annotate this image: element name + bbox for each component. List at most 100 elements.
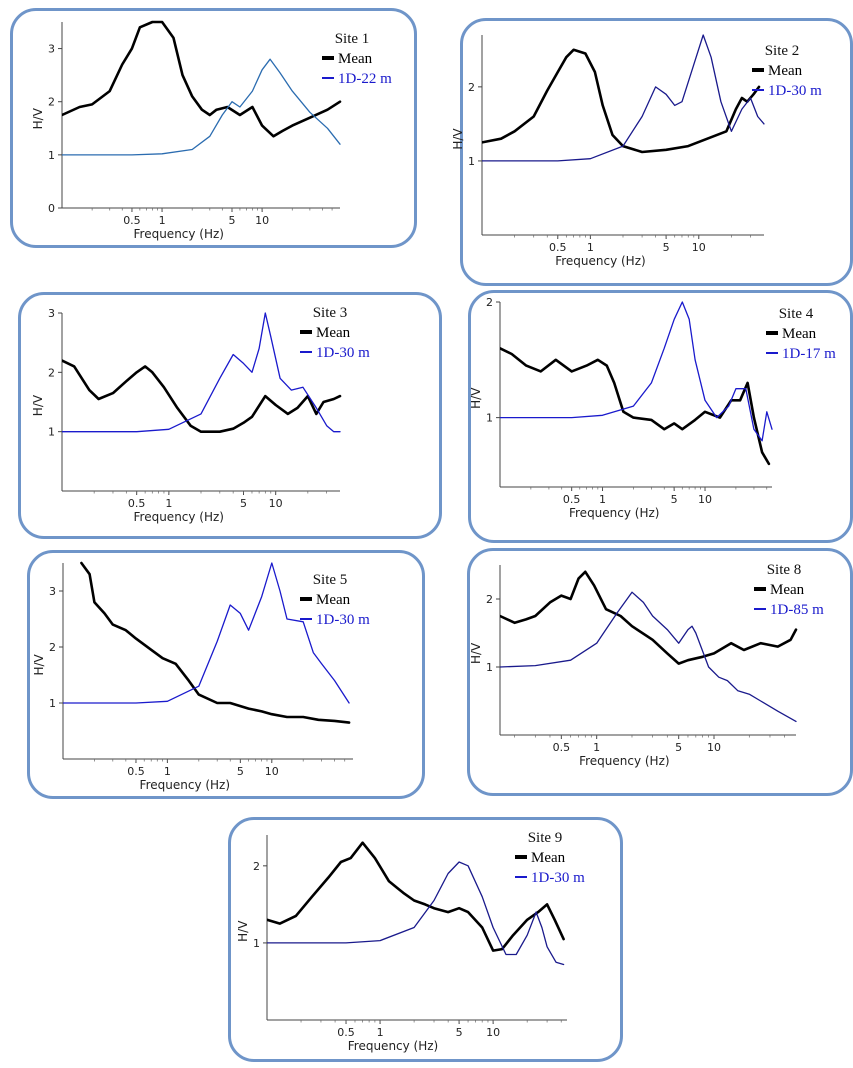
legend-entry: 1D-22 m bbox=[338, 71, 392, 87]
y-axis-title: H/V bbox=[32, 653, 46, 675]
series-mean-line bbox=[80, 561, 351, 724]
x-tick-label: 10 bbox=[265, 765, 279, 778]
y-axis-title: H/V bbox=[236, 920, 250, 942]
legend-entry: Mean bbox=[316, 325, 351, 341]
legend-entry: Mean bbox=[770, 582, 805, 598]
panel-site-4 bbox=[468, 290, 853, 543]
x-tick-label: 0.5 bbox=[127, 765, 145, 778]
y-tick-label: 1 bbox=[253, 937, 260, 950]
x-tick-label: 5 bbox=[240, 497, 247, 510]
x-tick-label: 0.5 bbox=[337, 1026, 355, 1039]
x-tick-label: 10 bbox=[269, 497, 283, 510]
x-tick-label: 1 bbox=[593, 741, 600, 754]
x-tick-label: 1 bbox=[159, 214, 166, 227]
x-tick-label: 5 bbox=[663, 241, 670, 254]
legend-entry: Mean bbox=[338, 51, 373, 67]
y-tick-label: 1 bbox=[48, 149, 55, 162]
x-tick-label: 10 bbox=[707, 741, 721, 754]
legend-entry: Mean bbox=[768, 63, 803, 79]
y-tick-label: 3 bbox=[49, 585, 56, 598]
site-label: Site 5 bbox=[313, 572, 348, 588]
legend-entry: 1D-30 m bbox=[768, 83, 822, 99]
series-1d-model-line bbox=[62, 58, 341, 156]
x-tick-label: 10 bbox=[486, 1026, 500, 1039]
site-label: Site 8 bbox=[767, 562, 802, 578]
x-tick-label: 0.5 bbox=[563, 493, 581, 506]
legend-entry: Mean bbox=[531, 850, 566, 866]
x-tick-label: 0.5 bbox=[549, 241, 567, 254]
series-1d-model-line bbox=[500, 301, 773, 442]
series-1d-model-line bbox=[63, 562, 350, 704]
panel-site-3 bbox=[18, 292, 442, 539]
x-axis-title: Frequency (Hz) bbox=[140, 778, 231, 792]
y-axis-title: H/V bbox=[451, 128, 465, 150]
y-axis-title: H/V bbox=[31, 394, 45, 416]
series-mean-line bbox=[62, 20, 342, 138]
y-axis-title: H/V bbox=[469, 642, 483, 664]
panel-site-2 bbox=[460, 18, 853, 286]
series-mean-line bbox=[500, 570, 798, 665]
x-axis-title: Frequency (Hz) bbox=[134, 227, 225, 241]
x-tick-label: 1 bbox=[587, 241, 594, 254]
x-tick-label: 5 bbox=[675, 741, 682, 754]
x-axis-title: Frequency (Hz) bbox=[579, 754, 670, 768]
x-tick-label: 10 bbox=[255, 214, 269, 227]
y-tick-label: 2 bbox=[486, 593, 493, 606]
x-tick-label: 0.5 bbox=[128, 497, 146, 510]
legend-entry: 1D-30 m bbox=[531, 870, 585, 886]
x-tick-label: 5 bbox=[229, 214, 236, 227]
y-tick-label: 0 bbox=[48, 202, 55, 215]
y-tick-label: 2 bbox=[486, 296, 493, 309]
legend-entry: Mean bbox=[782, 326, 817, 342]
x-tick-label: 10 bbox=[692, 241, 706, 254]
x-axis-title: Frequency (Hz) bbox=[555, 254, 646, 268]
site-label: Site 2 bbox=[765, 43, 800, 59]
x-tick-label: 5 bbox=[456, 1026, 463, 1039]
y-tick-label: 2 bbox=[48, 96, 55, 109]
panel-site-9 bbox=[228, 817, 623, 1062]
y-tick-label: 2 bbox=[468, 81, 475, 94]
y-axis-title: H/V bbox=[469, 387, 483, 409]
series-mean-line bbox=[482, 48, 761, 154]
x-axis-title: Frequency (Hz) bbox=[569, 506, 660, 520]
series-1d-model-line bbox=[267, 861, 565, 966]
y-tick-label: 2 bbox=[253, 860, 260, 873]
x-tick-label: 1 bbox=[164, 765, 171, 778]
site-label: Site 9 bbox=[528, 830, 563, 846]
site-label: Site 1 bbox=[335, 31, 370, 47]
legend-entry: 1D-85 m bbox=[770, 602, 824, 618]
y-tick-label: 1 bbox=[48, 426, 55, 439]
x-tick-label: 1 bbox=[165, 497, 172, 510]
x-tick-label: 10 bbox=[698, 493, 712, 506]
x-tick-label: 5 bbox=[237, 765, 244, 778]
x-tick-label: 0.5 bbox=[553, 741, 571, 754]
y-tick-label: 3 bbox=[48, 307, 55, 320]
x-tick-label: 1 bbox=[599, 493, 606, 506]
series-1d-model-line bbox=[62, 312, 341, 433]
panel-site-8 bbox=[467, 548, 853, 796]
site-label: Site 4 bbox=[779, 306, 814, 322]
y-tick-label: 3 bbox=[48, 43, 55, 56]
series-1d-model-line bbox=[482, 34, 765, 162]
y-axis-title: H/V bbox=[31, 107, 45, 129]
legend-entry: 1D-17 m bbox=[782, 346, 836, 362]
legend-entry: 1D-30 m bbox=[316, 345, 370, 361]
series-mean-line bbox=[500, 347, 771, 466]
legend-entry: Mean bbox=[316, 592, 351, 608]
series-mean-line bbox=[62, 359, 342, 433]
y-tick-label: 1 bbox=[49, 697, 56, 710]
x-axis-title: Frequency (Hz) bbox=[348, 1039, 439, 1053]
y-tick-label: 1 bbox=[486, 661, 493, 674]
y-tick-label: 2 bbox=[49, 641, 56, 654]
y-tick-label: 2 bbox=[48, 366, 55, 379]
series-1d-model-line bbox=[500, 591, 797, 723]
y-tick-label: 1 bbox=[468, 155, 475, 168]
x-tick-label: 5 bbox=[671, 493, 678, 506]
